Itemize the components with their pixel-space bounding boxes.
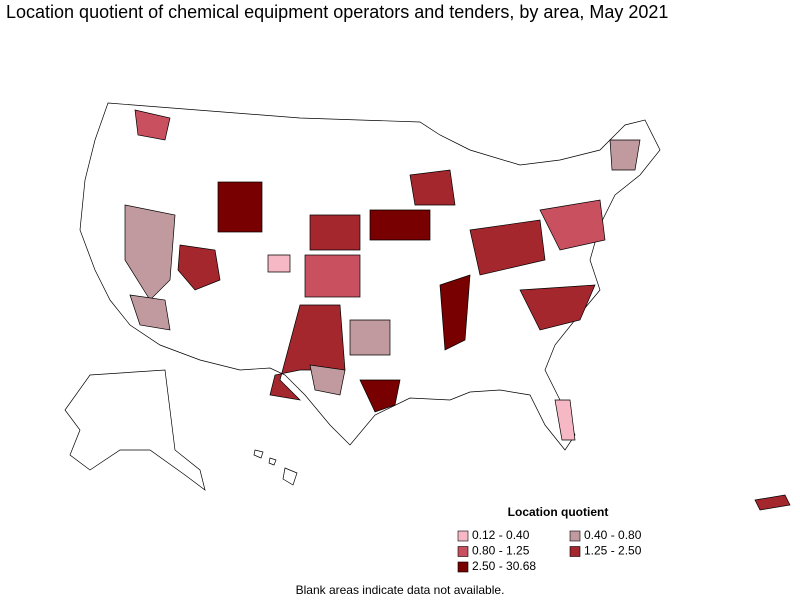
- legend-title: Location quotient: [508, 505, 609, 519]
- legend-label: 0.12 - 0.40: [472, 528, 530, 542]
- legend-label: 2.50 - 30.68: [472, 559, 536, 573]
- map-title: Location quotient of chemical equipment …: [6, 2, 668, 22]
- legend-swatch: [457, 561, 469, 573]
- area: [134, 109, 171, 141]
- area: [554, 399, 576, 441]
- area: [309, 364, 346, 396]
- area: [217, 181, 263, 233]
- area: [539, 199, 606, 251]
- area: [267, 254, 291, 273]
- legend-label: 0.40 - 0.80: [584, 528, 642, 542]
- footnote: Blank areas indicate data not available.: [296, 583, 505, 597]
- legend-swatch: [569, 546, 581, 557]
- legend-label: 1.25 - 2.50: [584, 544, 642, 558]
- area: [349, 319, 391, 356]
- area: [519, 284, 596, 331]
- area: [269, 304, 346, 401]
- area: [609, 139, 641, 171]
- area: [439, 274, 471, 351]
- area: [177, 244, 221, 291]
- area: [469, 219, 546, 276]
- map: [64, 102, 791, 511]
- area: [124, 204, 176, 301]
- alaska: [64, 369, 206, 491]
- legend-label: 0.80 - 1.25: [472, 544, 530, 558]
- legend-swatch: [457, 530, 469, 542]
- legend: Location quotient 0.12 - 0.40 0.40 - 0.80…: [457, 505, 642, 573]
- area: [129, 294, 171, 331]
- legend-swatch: [457, 546, 469, 557]
- legend-swatch: [569, 530, 581, 542]
- area: [304, 254, 361, 298]
- hawaii: [253, 449, 298, 486]
- puerto-rico: [754, 494, 791, 511]
- area: [309, 214, 361, 251]
- area: [359, 379, 401, 413]
- area: [409, 169, 456, 206]
- area: [369, 209, 431, 241]
